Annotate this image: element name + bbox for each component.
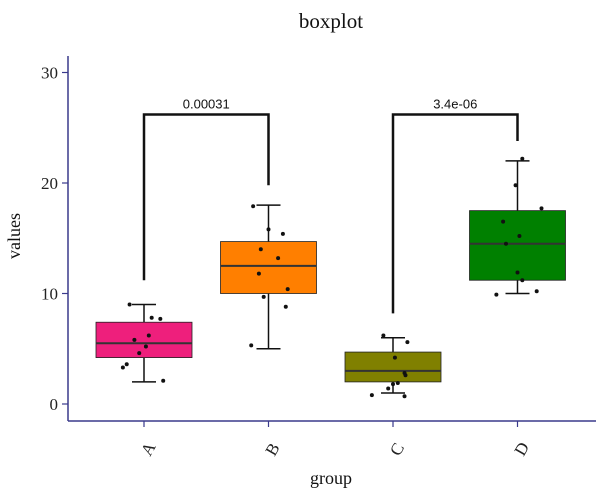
bracket-line [391,113,519,314]
plot-area: 0 10 20 30 A B C D 0.00031 3.4e-06 [41,56,596,459]
x-axis-label: group [310,468,352,488]
data-point [403,373,408,378]
y-axis-label: values [4,213,24,259]
x-tick-label: A [137,438,160,459]
box-C [344,333,442,399]
box-body [220,241,317,294]
data-point [503,241,508,246]
data-point [251,204,256,209]
data-point [146,333,151,338]
data-point [283,304,288,309]
data-point [534,289,539,294]
box-A [95,302,193,383]
data-point [161,378,166,383]
data-point [258,247,263,252]
data-point [392,355,397,360]
data-point [386,386,391,391]
data-point [256,271,261,276]
data-point [539,206,544,211]
data-point [517,234,522,239]
p-value-label: 3.4e-06 [433,96,477,111]
box-body [95,321,193,358]
data-point [494,292,499,297]
data-point [391,382,395,387]
data-point [402,394,407,399]
y-tick-label: 0 [50,395,59,414]
significance-bracket: 0.00031 [142,96,270,281]
y-tick-label: 10 [41,285,58,304]
bracket-line [142,113,270,281]
data-point [520,278,525,283]
x-tick-label: C [386,440,408,459]
data-point [501,219,506,224]
data-point [369,393,374,398]
box-D [469,156,566,297]
data-point [149,315,154,320]
data-point [158,316,163,321]
data-point [249,343,254,348]
data-point [127,302,132,307]
y-tick-label: 20 [41,174,58,193]
data-point [280,231,285,236]
data-point [515,270,520,275]
data-point [513,183,518,188]
box-B [220,204,317,350]
data-point [137,351,142,356]
chart-title: boxplot [299,9,363,33]
data-point [120,365,125,370]
data-point [143,344,148,349]
data-point [520,156,525,161]
x-tick-label: D [511,439,534,459]
data-point [381,333,386,338]
data-point [261,294,266,299]
data-point [395,381,400,386]
data-point [132,337,137,342]
data-point [405,340,410,345]
p-value-label: 0.00031 [183,96,230,111]
y-tick-label: 30 [41,64,58,83]
data-point [124,362,129,367]
significance-bracket: 3.4e-06 [391,96,519,314]
data-point [285,287,290,292]
x-tick-label: B [262,440,284,459]
data-point [266,227,271,232]
box-body [344,351,442,383]
box-body [469,210,566,281]
data-point [276,256,281,261]
